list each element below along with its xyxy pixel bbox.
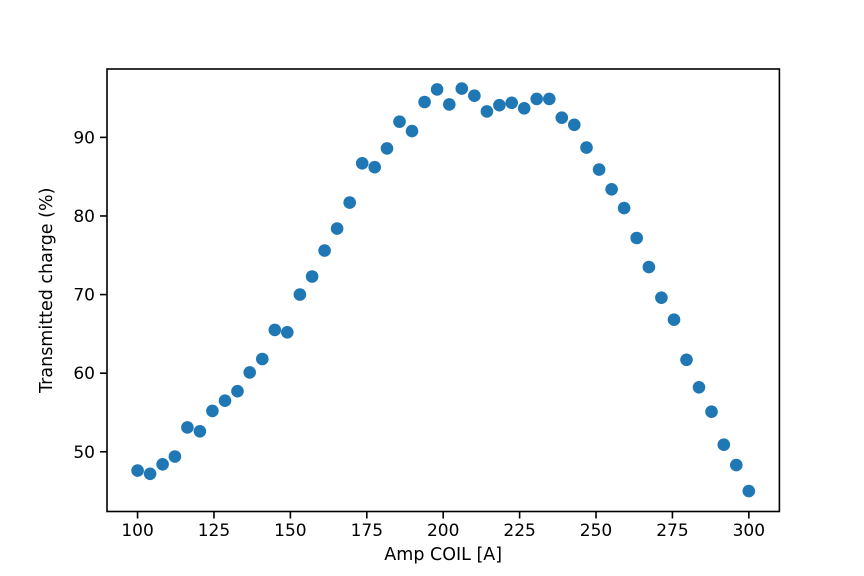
data-point [405,124,419,138]
x-tick-label: 300 [733,521,765,541]
data-point [655,291,668,305]
data-point [692,381,706,394]
data-point [380,142,394,155]
data-point [642,260,656,274]
x-tick-label: 275 [656,521,688,541]
data-point [330,222,344,235]
data-point [355,157,369,170]
data-point [605,183,618,196]
data-point [243,366,256,379]
data-point [193,425,207,438]
data-point [480,105,494,118]
x-tick-label: 100 [121,521,153,541]
plot-border [106,68,781,513]
x-tick-label: 200 [427,521,459,541]
x-tick-label: 175 [351,521,383,541]
x-axis-label: Amp COIL [A] [384,545,502,565]
data-point [206,404,219,418]
data-point [468,89,481,102]
data-point [231,384,244,398]
data-point [430,83,444,96]
y-tick-label: 50 [73,443,95,463]
data-point [168,450,182,463]
data-point [568,118,581,132]
y-tick-label: 70 [73,286,95,306]
data-point [617,201,631,215]
data-point [305,270,319,283]
data-point [268,323,282,337]
x-tick-label: 225 [503,521,535,541]
data-point [592,163,606,176]
y-tick-label: 60 [73,364,95,384]
data-point [667,313,681,327]
data-point [555,111,569,124]
data-point [680,353,693,367]
data-point [630,231,643,245]
data-point [543,92,556,106]
data-point [393,115,406,128]
data-point [530,92,543,106]
data-point [742,484,756,498]
data-point [156,458,169,471]
y-tick-label: 90 [73,128,95,148]
data-point [281,326,294,339]
data-point [443,98,456,111]
data-point [318,244,331,257]
x-tick-label: 150 [274,521,306,541]
data-point [705,405,718,419]
data-point [717,438,731,452]
data-point [455,82,469,95]
data-point [131,464,144,477]
data-point [181,421,194,434]
data-point [505,96,518,110]
data-point [730,458,743,472]
data-point [368,160,382,174]
data-point [418,95,431,109]
data-point [580,141,593,154]
x-tick-label: 250 [580,521,612,541]
data-point [143,467,157,481]
data-point [517,102,531,115]
x-tick-label: 125 [198,521,230,541]
data-point [255,352,269,366]
y-tick-label: 80 [73,207,95,227]
data-point [293,288,307,301]
data-point [218,394,232,408]
data-point [493,98,506,112]
y-axis-label: Transmitted charge (%) [37,188,57,394]
data-point [343,196,357,209]
